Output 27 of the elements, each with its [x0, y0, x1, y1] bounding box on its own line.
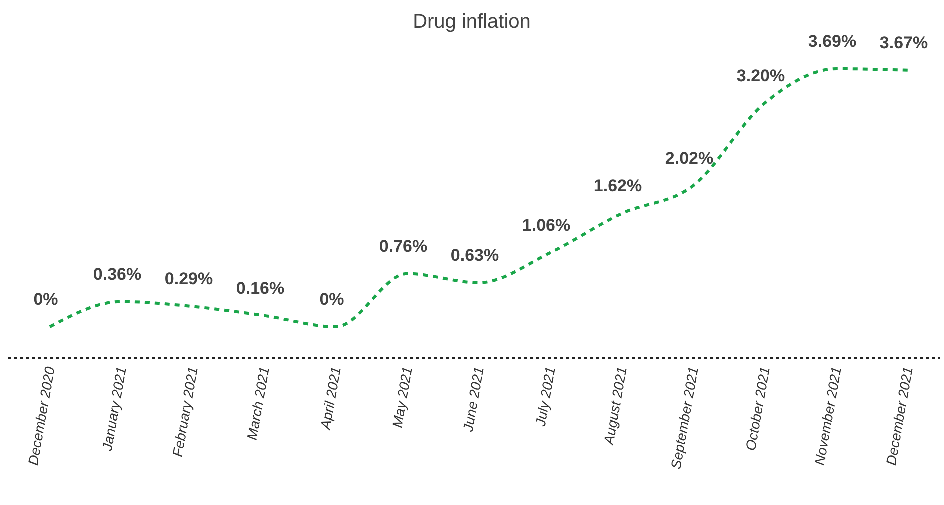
x-tick-label: July 2021	[532, 366, 558, 429]
x-tick-label: May 2021	[389, 366, 416, 430]
data-label: 0.16%	[236, 278, 285, 298]
x-tick-label: March 2021	[244, 366, 272, 442]
x-tick-label: April 2021	[317, 366, 344, 432]
x-tick-label: December 2020	[24, 366, 58, 467]
x-tick-label: September 2021	[668, 366, 702, 470]
data-label: 0.63%	[450, 246, 500, 265]
data-label: 0%	[34, 290, 58, 309]
data-label: 3.69%	[808, 32, 857, 51]
data-label: 2.02%	[665, 148, 714, 168]
data-label: 3.20%	[736, 66, 786, 86]
x-tick-label: June 2021	[460, 366, 487, 434]
x-tick-label: November 2021	[811, 366, 844, 467]
x-tick-label: October 2021	[742, 366, 773, 452]
data-label: 3.67%	[880, 33, 928, 52]
data-label: 0%	[320, 290, 344, 309]
x-tick-label: December 2021	[882, 366, 916, 467]
data-label: 0.29%	[164, 270, 214, 289]
x-tick-label: February 2021	[169, 366, 201, 458]
x-tick-label: January 2021	[98, 366, 130, 454]
x-tick-label: August 2021	[600, 366, 630, 447]
data-label: 0.36%	[93, 264, 142, 284]
data-label: 0.76%	[379, 236, 428, 256]
chart-title: Drug inflation	[413, 11, 531, 33]
data-label: 1.06%	[522, 216, 571, 235]
data-label: 1.62%	[594, 176, 642, 196]
